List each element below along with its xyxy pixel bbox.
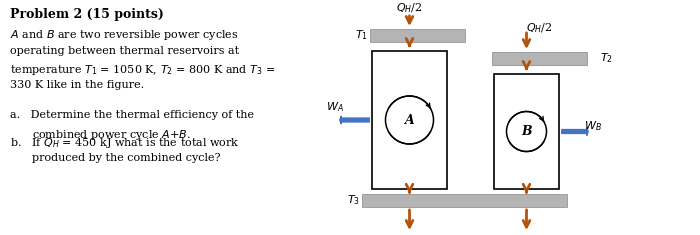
Bar [494, 74, 559, 189]
Text: Problem 2 (15 points): Problem 2 (15 points) [10, 8, 164, 21]
Text: $\it{Q}_H$/2: $\it{Q}_H$/2 [396, 1, 423, 15]
Text: produced by the combined cycle?: produced by the combined cycle? [32, 153, 220, 163]
Text: $\it{T}_3$: $\it{T}_3$ [347, 194, 360, 208]
Text: $\it{T}_2$: $\it{T}_2$ [600, 52, 613, 65]
Text: $\it{Q}_H$/2: $\it{Q}_H$/2 [526, 21, 553, 35]
Bar [492, 52, 587, 65]
Text: $\it{T}_1$: $\it{T}_1$ [355, 29, 368, 42]
Bar [370, 29, 465, 42]
Text: operating between thermal reservoirs at: operating between thermal reservoirs at [10, 46, 239, 55]
Text: $\it{W}_A$: $\it{W}_A$ [326, 100, 344, 114]
Text: combined power cycle $\it{A}$+$\it{B}$.: combined power cycle $\it{A}$+$\it{B}$. [32, 128, 191, 141]
Text: a.   Determine the thermal efficiency of the: a. Determine the thermal efficiency of t… [10, 110, 254, 120]
Bar [372, 51, 447, 189]
Text: temperature $\it{T}_1$ = 1050 K, $\it{T}_2$ = 800 K and $\it{T}_3$ =: temperature $\it{T}_1$ = 1050 K, $\it{T}… [10, 63, 275, 77]
Text: A: A [405, 114, 414, 126]
Text: 330 K like in the figure.: 330 K like in the figure. [10, 81, 144, 90]
Text: $\it{W}_B$: $\it{W}_B$ [584, 120, 602, 133]
Bar [362, 194, 567, 207]
Text: $\it{A}$ and $\it{B}$ are two reversible power cycles: $\it{A}$ and $\it{B}$ are two reversible… [10, 28, 239, 42]
Text: b.   If $\it{Q}_H$ = 450 kJ what is the total work: b. If $\it{Q}_H$ = 450 kJ what is the to… [10, 136, 239, 149]
Text: B: B [522, 125, 532, 138]
